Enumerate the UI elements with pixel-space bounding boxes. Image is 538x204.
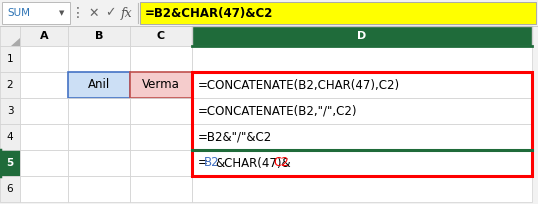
Text: =B2&"/"&C2: =B2&"/"&C2 bbox=[198, 131, 272, 143]
Bar bbox=[0, 150, 20, 176]
Text: 5: 5 bbox=[6, 158, 13, 168]
Text: 4: 4 bbox=[6, 132, 13, 142]
Text: =: = bbox=[198, 156, 208, 170]
Bar bbox=[192, 150, 532, 176]
Text: 2: 2 bbox=[6, 80, 13, 90]
Text: Anil: Anil bbox=[88, 79, 110, 92]
Bar bbox=[68, 26, 130, 46]
Text: B: B bbox=[95, 31, 103, 41]
Text: &CHAR(47)&: &CHAR(47)& bbox=[215, 156, 291, 170]
Bar bbox=[0, 26, 20, 46]
Text: ⋮: ⋮ bbox=[71, 6, 85, 20]
Text: ✕: ✕ bbox=[89, 7, 99, 20]
Bar bbox=[0, 176, 20, 202]
Text: =CONCATENATE(B2,CHAR(47),C2): =CONCATENATE(B2,CHAR(47),C2) bbox=[198, 79, 400, 92]
Text: C: C bbox=[157, 31, 165, 41]
Bar bbox=[68, 72, 130, 98]
Bar bbox=[0, 98, 20, 124]
Text: SUM: SUM bbox=[7, 8, 30, 18]
Bar bbox=[192, 46, 532, 72]
Bar bbox=[68, 150, 130, 176]
Text: D: D bbox=[357, 31, 366, 41]
Bar bbox=[68, 176, 130, 202]
Bar bbox=[2, 2, 70, 24]
Bar bbox=[192, 72, 532, 176]
Bar bbox=[68, 46, 130, 72]
Bar bbox=[192, 124, 532, 150]
Bar bbox=[20, 46, 68, 72]
Text: B2: B2 bbox=[204, 156, 220, 170]
Text: A: A bbox=[40, 31, 48, 41]
Text: ✓: ✓ bbox=[105, 7, 115, 20]
Bar bbox=[130, 124, 192, 150]
Bar bbox=[20, 98, 68, 124]
Text: fx: fx bbox=[121, 7, 133, 20]
Text: ▼: ▼ bbox=[59, 10, 65, 16]
Bar bbox=[130, 46, 192, 72]
Bar bbox=[192, 26, 532, 46]
Bar bbox=[140, 2, 536, 24]
Bar bbox=[68, 124, 130, 150]
Bar bbox=[20, 26, 68, 46]
Text: C2: C2 bbox=[273, 156, 289, 170]
Bar bbox=[130, 26, 192, 46]
Bar bbox=[192, 98, 532, 124]
Bar bbox=[20, 124, 68, 150]
Text: =B2&CHAR(47)&C2: =B2&CHAR(47)&C2 bbox=[145, 7, 273, 20]
Bar bbox=[130, 98, 192, 124]
Bar bbox=[0, 124, 20, 150]
Text: 1: 1 bbox=[6, 54, 13, 64]
Bar bbox=[68, 98, 130, 124]
Bar bbox=[130, 72, 192, 98]
Text: 6: 6 bbox=[6, 184, 13, 194]
Bar bbox=[0, 0, 538, 26]
Bar bbox=[0, 46, 20, 72]
Bar bbox=[192, 176, 532, 202]
Text: =CONCATENATE(B2,"/",C2): =CONCATENATE(B2,"/",C2) bbox=[198, 104, 357, 118]
Bar bbox=[130, 150, 192, 176]
Bar bbox=[20, 72, 68, 98]
Polygon shape bbox=[11, 38, 20, 46]
Text: 3: 3 bbox=[6, 106, 13, 116]
Bar bbox=[20, 150, 68, 176]
Text: Verma: Verma bbox=[142, 79, 180, 92]
Bar bbox=[20, 176, 68, 202]
Bar bbox=[0, 72, 20, 98]
Bar bbox=[192, 72, 532, 98]
Bar bbox=[130, 176, 192, 202]
